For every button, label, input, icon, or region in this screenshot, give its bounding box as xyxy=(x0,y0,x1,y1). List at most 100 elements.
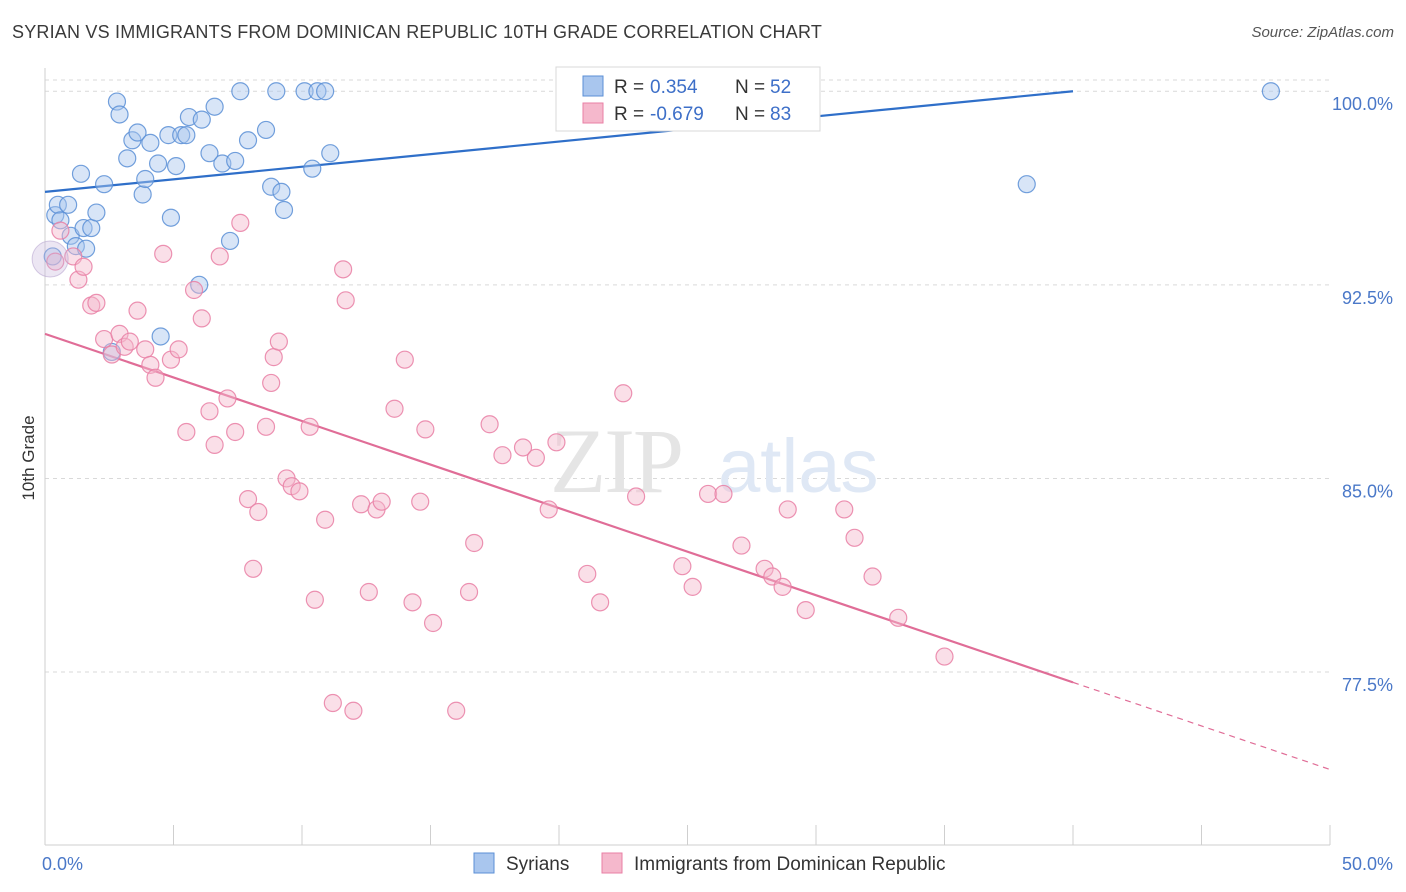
x-tick-label-0: 0.0% xyxy=(42,854,83,874)
legend-r-label-0: R = xyxy=(614,77,644,98)
point-pink-70 xyxy=(698,484,718,504)
axes xyxy=(44,68,1331,846)
point-blue-7 xyxy=(74,218,93,238)
point-blue-29 xyxy=(200,144,219,163)
y-tick-labels: 100.0% 92.5% 85.0% 77.5% xyxy=(1332,94,1393,695)
point-pink-43 xyxy=(336,291,355,310)
trend-line-ext-pink xyxy=(1072,681,1331,771)
point-pink-38 xyxy=(300,417,319,436)
point-pink-18 xyxy=(169,340,188,359)
trend-line-blue xyxy=(44,90,1074,194)
point-pink-34 xyxy=(269,332,288,351)
point-pink-48 xyxy=(372,492,391,511)
point-pink-58 xyxy=(480,415,499,434)
point-blue-51 xyxy=(1261,82,1280,101)
point-blue-15 xyxy=(118,149,137,168)
point-pink-55 xyxy=(447,701,466,720)
chart-source: Source: ZipAtlas.com xyxy=(1251,24,1394,41)
point-blue-46 xyxy=(190,275,209,294)
legend-r-label-1: R = xyxy=(614,104,644,125)
point-pink-26 xyxy=(226,422,245,442)
point-blue-2 xyxy=(48,195,67,214)
point-pink-57 xyxy=(465,533,484,553)
watermark: ZIP atlas xyxy=(550,410,879,512)
legend-n-label-1: N = xyxy=(735,104,765,125)
point-pink-31 xyxy=(256,417,276,436)
y-tick-label-3: 77.5% xyxy=(1342,675,1393,695)
legend-swatch-pink xyxy=(582,102,604,124)
point-pink-63 xyxy=(539,500,558,519)
point-pink-21 xyxy=(192,309,211,328)
point-pink-61 xyxy=(526,448,545,467)
point-pink-6 xyxy=(87,293,106,313)
legend-n-value-0: 52 xyxy=(770,77,791,98)
series-legend: Syrians Immigrants from Dominican Republi… xyxy=(473,852,946,875)
point-blue-3 xyxy=(59,195,78,214)
point-pink-0 xyxy=(46,252,65,271)
point-pink-56 xyxy=(459,582,479,602)
point-pink-16 xyxy=(154,244,173,263)
point-pink-69 xyxy=(683,577,702,596)
legend-swatch-blue xyxy=(582,75,604,97)
point-blue-23 xyxy=(161,208,181,227)
point-pink-37 xyxy=(290,482,309,501)
point-blue-12 xyxy=(95,175,114,194)
point-pink-5 xyxy=(82,296,101,315)
point-pink-77 xyxy=(835,500,854,519)
point-pink-32 xyxy=(262,373,281,393)
point-pink-42 xyxy=(334,260,353,279)
point-blue-17 xyxy=(128,123,147,142)
point-pink-13 xyxy=(136,340,155,359)
x-tick-label-1: 50.0% xyxy=(1342,854,1393,874)
point-pink-22 xyxy=(200,402,219,421)
point-pink-15 xyxy=(146,368,165,387)
point-blue-25 xyxy=(172,126,191,145)
point-pink-67 xyxy=(626,487,646,506)
point-blue-28 xyxy=(192,110,211,129)
point-blue-6 xyxy=(66,237,85,256)
point-blue-30 xyxy=(205,97,224,116)
point-pink-76 xyxy=(796,600,815,620)
point-blue-14 xyxy=(110,105,129,124)
point-pink-30 xyxy=(249,502,268,522)
bottom-legend-label-blue: Syrians xyxy=(506,854,569,875)
point-blue-32 xyxy=(220,231,240,251)
point-pink-71 xyxy=(732,536,751,555)
point-blue-38 xyxy=(272,182,291,202)
bottom-legend-swatch-blue xyxy=(473,852,495,874)
point-pink-54 xyxy=(423,613,443,633)
trend-line-pink xyxy=(44,332,1074,684)
point-pink-28 xyxy=(238,489,258,509)
point-pink-45 xyxy=(352,495,371,514)
y-tick-label-0: 100.0% xyxy=(1332,94,1393,114)
point-blue-11 xyxy=(87,203,106,222)
point-blue-44 xyxy=(303,159,322,178)
watermark-zip: ZIP xyxy=(550,410,682,512)
bottom-legend-label-pink: Immigrants from Dominican Republic xyxy=(634,854,946,875)
point-blue-24 xyxy=(166,156,186,176)
point-pink-24 xyxy=(210,247,229,266)
point-pink-12 xyxy=(128,301,147,320)
point-pink-27 xyxy=(231,213,250,232)
watermark-atlas: atlas xyxy=(718,424,879,509)
point-pink-52 xyxy=(411,492,430,511)
point-pink-74 xyxy=(773,577,792,596)
point-pink-72 xyxy=(755,559,774,578)
bottom-legend-swatch-pink xyxy=(601,852,623,874)
point-blue-35 xyxy=(238,131,258,150)
point-blue-21 xyxy=(148,154,168,173)
point-blue-45 xyxy=(321,144,340,163)
point-pink-62 xyxy=(547,433,566,452)
legend-r-value-0: 0.354 xyxy=(650,77,698,98)
point-pink-40 xyxy=(316,510,335,529)
point-blue-40 xyxy=(267,82,286,101)
y-tick-label-1: 92.5% xyxy=(1342,288,1393,308)
point-pink-68 xyxy=(673,557,692,576)
y-axis-title: 10th Grade xyxy=(19,415,38,500)
point-pink-49 xyxy=(385,399,404,418)
point-pink-75 xyxy=(778,500,797,519)
point-blue-9 xyxy=(82,218,101,238)
point-pink-46 xyxy=(359,582,378,602)
point-blue-26 xyxy=(177,126,196,145)
